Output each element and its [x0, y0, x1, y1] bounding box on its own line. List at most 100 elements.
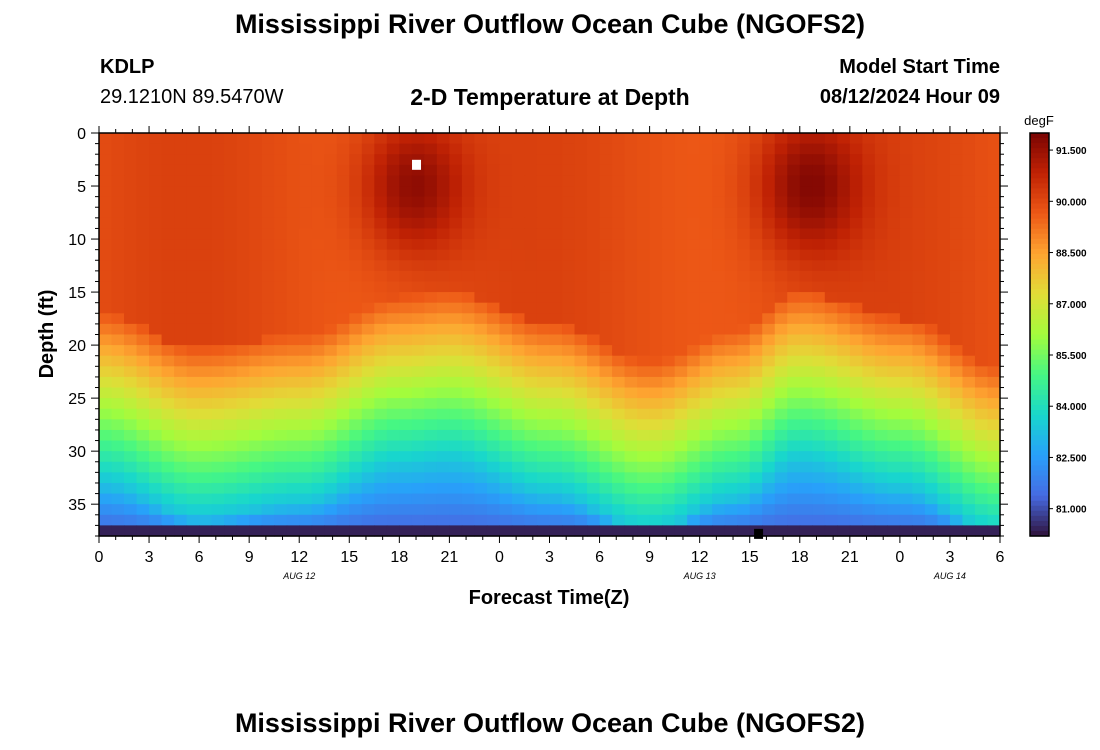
heatmap-cell: [174, 260, 188, 272]
heatmap-cell: [424, 366, 438, 378]
heatmap-cell: [261, 313, 275, 325]
heatmap-cell: [749, 302, 763, 314]
heatmap-cell: [699, 239, 713, 251]
heatmap-cell: [174, 270, 188, 283]
heatmap-cell: [499, 408, 513, 420]
heatmap-cell: [511, 387, 526, 399]
heatmap-cell: [274, 313, 288, 325]
heatmap-cell: [449, 334, 463, 346]
heatmap-cell: [349, 482, 363, 495]
heatmap-cell: [411, 228, 425, 240]
heatmap-cell: [799, 175, 813, 187]
heatmap-cell: [587, 186, 601, 198]
heatmap-cell: [399, 302, 413, 314]
heatmap-cell: [349, 376, 363, 389]
heatmap-cell: [974, 504, 989, 516]
heatmap-cell: [99, 451, 113, 463]
heatmap-cell: [511, 482, 526, 495]
heatmap-cell: [361, 143, 375, 155]
heatmap-cell: [124, 408, 138, 420]
heatmap-cell: [549, 302, 563, 314]
heatmap-cell: [562, 440, 576, 452]
heatmap-cell: [499, 355, 513, 367]
heatmap-cell: [374, 302, 388, 314]
heatmap-cell: [224, 451, 238, 463]
heatmap-cell: [812, 482, 826, 495]
heatmap-cell: [762, 143, 776, 155]
heatmap-cell: [637, 228, 651, 240]
heatmap-cell: [712, 133, 726, 145]
heatmap-cell: [849, 175, 863, 187]
heatmap-cell: [949, 355, 964, 367]
heatmap-cell: [949, 154, 964, 166]
heatmap-cell: [374, 408, 388, 420]
heatmap-cell: [349, 419, 363, 431]
heatmap-cell: [562, 472, 576, 484]
heatmap-cell: [812, 292, 826, 304]
heatmap-cell: [812, 281, 826, 293]
heatmap-cell: [662, 482, 676, 495]
heatmap-cell: [887, 260, 901, 272]
heatmap-cell: [874, 186, 888, 198]
heatmap-cell: [249, 355, 263, 367]
heatmap-cell: [662, 228, 676, 240]
heatmap-cell: [386, 504, 400, 516]
heatmap-cell: [624, 366, 638, 378]
heatmap-cell: [274, 472, 288, 484]
heatmap-cell: [587, 260, 601, 272]
heatmap-cell: [399, 196, 413, 208]
heatmap-cell: [374, 133, 388, 145]
heatmap-cell: [449, 292, 463, 304]
heatmap-cell: [699, 376, 713, 389]
heatmap-cell: [862, 451, 876, 463]
heatmap-cell: [399, 239, 413, 251]
heatmap-cell: [912, 175, 926, 187]
heatmap-cell: [99, 345, 113, 357]
heatmap-cell: [524, 175, 538, 187]
heatmap-cell: [674, 376, 688, 389]
heatmap-cell: [336, 387, 350, 399]
heatmap-cell: [249, 398, 263, 410]
heatmap-cell: [774, 472, 788, 484]
heatmap-cell: [111, 525, 125, 537]
heatmap-cell: [912, 164, 926, 177]
heatmap-cell: [724, 292, 738, 304]
heatmap-cell: [424, 429, 438, 442]
heatmap-cell: [111, 270, 125, 283]
heatmap-cell: [186, 461, 200, 473]
heatmap-cell: [161, 440, 175, 452]
heatmap-cell: [987, 451, 1001, 463]
heatmap-cell: [887, 175, 901, 187]
heatmap-cell: [399, 493, 413, 505]
heatmap-cell: [899, 408, 913, 420]
heatmap-cell: [324, 408, 338, 420]
heatmap-cell: [649, 164, 663, 177]
heatmap-cell: [374, 249, 388, 261]
heatmap-cell: [912, 398, 926, 410]
heatmap-cell: [299, 482, 313, 495]
heatmap-cell: [787, 143, 801, 155]
heatmap-cell: [974, 429, 989, 442]
heatmap-cell: [424, 196, 438, 208]
heatmap-cell: [174, 207, 188, 219]
heatmap-cell: [549, 313, 563, 325]
heatmap-cell: [899, 461, 913, 473]
heatmap-cell: [824, 186, 838, 198]
heatmap-cell: [236, 249, 250, 261]
heatmap-cell: [424, 472, 438, 484]
heatmap-cell: [587, 196, 601, 208]
heatmap-cell: [274, 376, 288, 389]
heatmap-cell: [899, 143, 913, 155]
heatmap-cell: [749, 175, 763, 187]
heatmap-cell: [449, 217, 463, 230]
heatmap-cell: [787, 281, 801, 293]
heatmap-cell: [599, 345, 613, 357]
heatmap-cell: [899, 387, 913, 399]
heatmap-cell: [161, 504, 175, 516]
heatmap-cell: [449, 260, 463, 272]
heatmap-cell: [399, 228, 413, 240]
heatmap-cell: [99, 292, 113, 304]
heatmap-cell: [762, 154, 776, 166]
heatmap-cell: [324, 493, 338, 505]
heatmap-cell: [149, 207, 163, 219]
